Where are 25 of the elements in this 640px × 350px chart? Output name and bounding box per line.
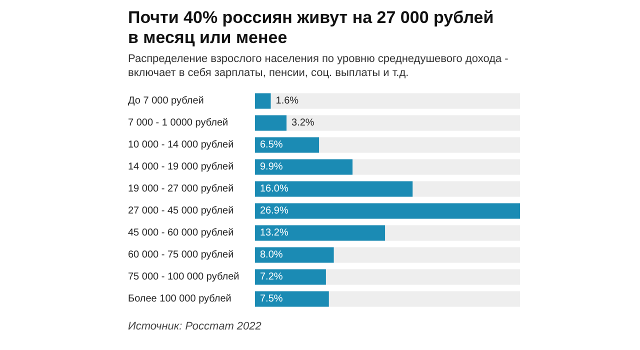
y-tick-label: 27 000 - 45 000 рублей — [128, 206, 234, 216]
data-label: 16.0% — [260, 184, 288, 194]
y-tick-label: Более 100 000 рублей — [128, 294, 232, 304]
data-label: 1.6% — [276, 96, 299, 106]
data-label: 9.9% — [260, 162, 283, 172]
y-tick-label: 7 000 - 1 0000 рублей — [128, 118, 228, 128]
y-tick-label: 45 000 - 60 000 рублей — [128, 228, 234, 238]
data-label: 13.2% — [260, 228, 288, 238]
data-label: 7.5% — [260, 294, 283, 304]
y-tick-label: До 7 000 рублей — [128, 96, 204, 106]
text: Источник: Росстат 2022 — [128, 320, 262, 332]
data-label: 6.5% — [260, 140, 283, 150]
y-tick-label: 75 000 - 100 000 рублей — [128, 272, 240, 282]
bar — [255, 115, 287, 131]
y-tick-label: 60 000 - 75 000 рублей — [128, 250, 234, 260]
data-label: 8.0% — [260, 250, 283, 260]
data-label: 3.2% — [292, 118, 314, 128]
data-label: 7.2% — [260, 272, 283, 282]
chart-title: Почти 40% россиян живут на 27 000 рублей в месяц или менее — [128, 8, 495, 48]
chart-subtitle: Распределение взрослого населения по уровню среднедушевого дохода - включает в себя зарплаты, пенсии, соц. выплаты и т.д. — [128, 52, 510, 80]
y-tick-label: 19 000 - 27 000 рублей — [128, 184, 234, 194]
y-tick-label: 14 000 - 19 000 рублей — [128, 162, 234, 172]
bar — [255, 93, 271, 109]
y-tick-label: 10 000 - 14 000 рублей — [128, 140, 234, 150]
data-label: 26.9% — [260, 206, 288, 216]
